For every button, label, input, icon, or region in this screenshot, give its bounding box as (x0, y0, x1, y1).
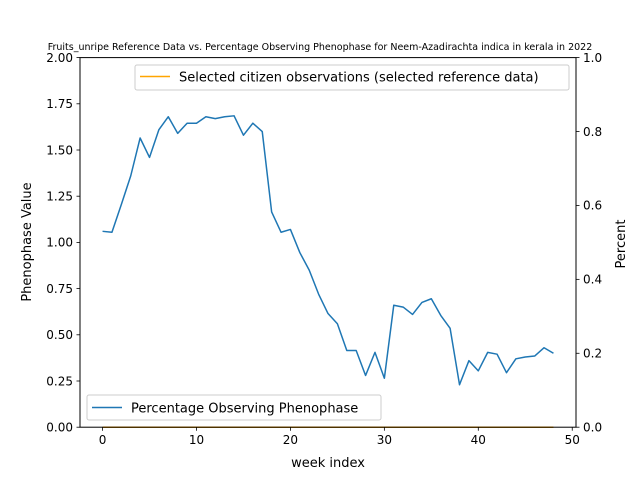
legend-box (86, 394, 382, 421)
chart-title: Fruits_unripe Reference Data vs. Percent… (48, 42, 593, 53)
y-right-tick-label: 0.4 (583, 273, 602, 287)
y-right-tick-label: 0.0 (583, 421, 602, 435)
x-axis: 0 10 20 30 40 50 (99, 427, 580, 447)
y-left-tick-label: 1.75 (46, 97, 73, 111)
x-tick-label: 0 (99, 433, 107, 447)
y-left-tick-label: 0.50 (46, 328, 73, 342)
y-axis-right: 0.0 0.2 0.4 0.6 0.8 1.0 (576, 51, 602, 435)
y-left-tick-label: 0.25 (46, 374, 73, 388)
y-axis-left-label: Phenophase Value (20, 182, 35, 301)
y-right-tick-label: 0.8 (583, 125, 602, 139)
x-tick-label: 30 (377, 433, 392, 447)
legend-label-percentage: Percentage Observing Phenophase (131, 402, 358, 417)
plot-frame (79, 57, 577, 428)
y-right-tick-label: 0.6 (583, 199, 602, 213)
y-axis-left: 0.00 0.25 0.50 0.75 1.00 1.25 1.50 1.75 2.00 (46, 51, 80, 435)
y-left-tick-label: 1.25 (46, 190, 73, 204)
y-left-tick-label: 0.75 (46, 282, 73, 296)
x-axis-label: week index (291, 456, 365, 471)
x-tick-label: 20 (283, 433, 298, 447)
series-line-percentage-observing (102, 115, 554, 386)
y-right-tick-label: 1.0 (583, 51, 602, 65)
legend-upper-right: Selected citizen observations (selected … (134, 64, 570, 91)
y-axis-right-label: Percent (614, 220, 629, 269)
legend-label-citizen: Selected citizen observations (selected … (179, 71, 539, 86)
y-left-tick-label: 0.00 (46, 421, 73, 435)
y-left-tick-label: 2.00 (46, 51, 73, 65)
y-left-tick-label: 1.50 (46, 143, 73, 157)
legend-lower-left: Percentage Observing Phenophase (86, 394, 382, 421)
x-tick-label: 40 (471, 433, 486, 447)
x-tick-label: 10 (189, 433, 204, 447)
legend-box (134, 64, 570, 91)
y-left-tick-label: 1.00 (46, 236, 73, 250)
y-right-tick-label: 0.2 (583, 347, 602, 361)
x-tick-label: 50 (565, 433, 580, 447)
